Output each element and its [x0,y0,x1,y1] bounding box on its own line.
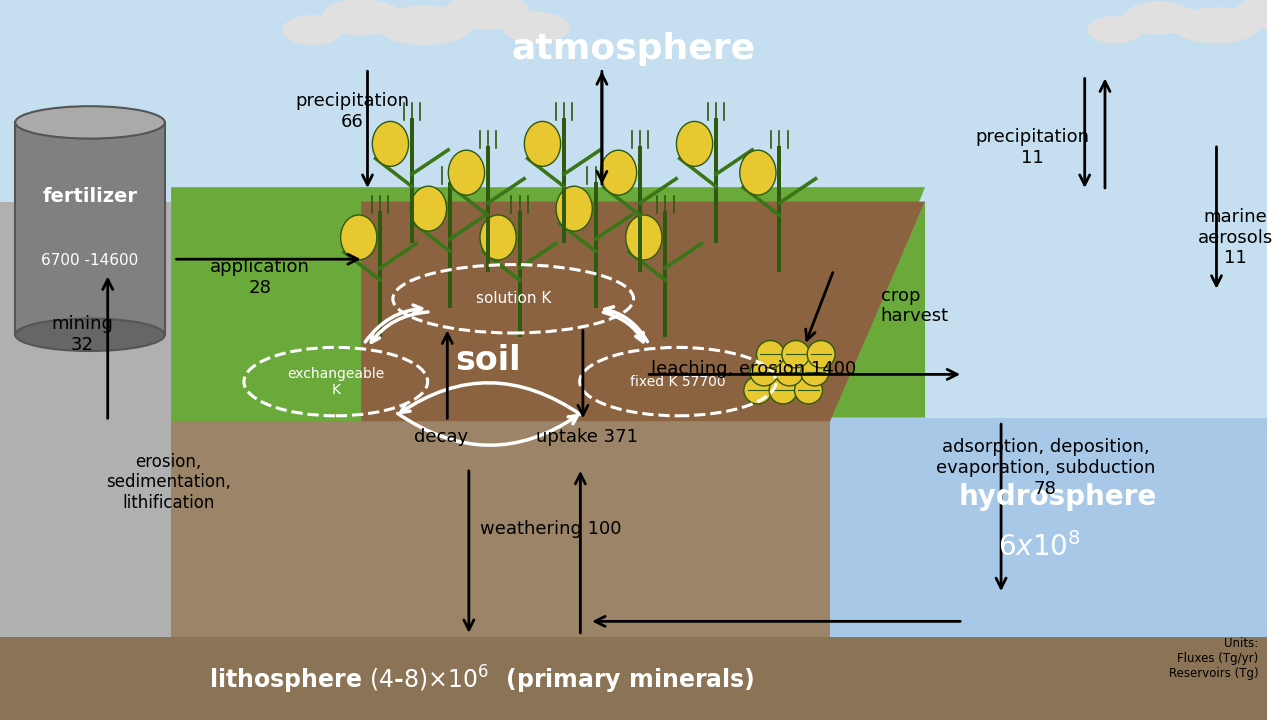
Ellipse shape [1235,0,1280,30]
Polygon shape [829,202,925,418]
Text: erosion,
sedimentation,
lithification: erosion, sedimentation, lithification [106,453,230,512]
Text: soil: soil [456,343,521,377]
Ellipse shape [676,122,713,166]
Text: lithosphere $(4$-$8)$$\times$$10^6$  (primary minerals): lithosphere $(4$-$8)$$\times$$10^6$ (pri… [209,665,754,696]
Ellipse shape [340,215,376,260]
Ellipse shape [782,341,810,368]
Polygon shape [172,187,925,421]
Ellipse shape [445,0,529,30]
Ellipse shape [756,341,785,368]
Polygon shape [0,0,1267,418]
Ellipse shape [744,377,772,404]
Ellipse shape [750,359,778,386]
Ellipse shape [525,122,561,166]
Text: $6x10^8$: $6x10^8$ [997,532,1080,562]
Text: solution K: solution K [475,292,550,306]
Text: fertilizer: fertilizer [42,187,137,206]
Ellipse shape [411,186,447,231]
Ellipse shape [376,6,474,45]
Ellipse shape [15,318,165,351]
Ellipse shape [283,15,343,45]
Text: precipitation
66: precipitation 66 [296,92,410,131]
Text: Units:
Fluxes (Tg/yr)
Reservoirs (Tg): Units: Fluxes (Tg/yr) Reservoirs (Tg) [1169,637,1258,680]
Text: crop
harvest: crop harvest [881,287,948,325]
Ellipse shape [1123,1,1197,35]
Ellipse shape [769,377,797,404]
Ellipse shape [1087,16,1143,43]
Polygon shape [361,202,925,421]
Ellipse shape [321,0,402,35]
Ellipse shape [740,150,776,195]
Ellipse shape [1172,7,1261,43]
Text: weathering 100: weathering 100 [480,520,622,539]
Text: exchangeable
K: exchangeable K [287,366,384,397]
Ellipse shape [503,12,570,43]
Polygon shape [0,637,1267,720]
Text: atmosphere: atmosphere [512,32,755,66]
Ellipse shape [626,215,662,260]
Ellipse shape [15,107,165,139]
Text: uptake 371: uptake 371 [536,428,637,446]
Text: fixed K 57700: fixed K 57700 [630,374,726,389]
Text: marine
aerosols
11: marine aerosols 11 [1198,208,1274,267]
Polygon shape [0,0,172,202]
Ellipse shape [600,150,636,195]
Ellipse shape [801,359,828,386]
Text: adsorption, deposition,
evaporation, subduction
78: adsorption, deposition, evaporation, sub… [936,438,1155,498]
Text: precipitation
11: precipitation 11 [975,128,1089,167]
Text: 6700 -14600: 6700 -14600 [41,253,138,268]
Ellipse shape [776,359,804,386]
Ellipse shape [480,215,516,260]
Text: mining
32: mining 32 [51,315,114,354]
Polygon shape [0,0,172,720]
Ellipse shape [556,186,593,231]
Polygon shape [0,418,1267,720]
Text: hydrosphere: hydrosphere [959,483,1157,510]
Text: application
28: application 28 [210,258,310,297]
Ellipse shape [795,377,822,404]
Text: leaching, erosion 1400: leaching, erosion 1400 [652,361,856,379]
Text: decay: decay [413,428,468,446]
Ellipse shape [808,341,835,368]
FancyBboxPatch shape [15,122,165,335]
Polygon shape [829,418,1267,720]
Ellipse shape [372,122,408,166]
Ellipse shape [448,150,485,195]
